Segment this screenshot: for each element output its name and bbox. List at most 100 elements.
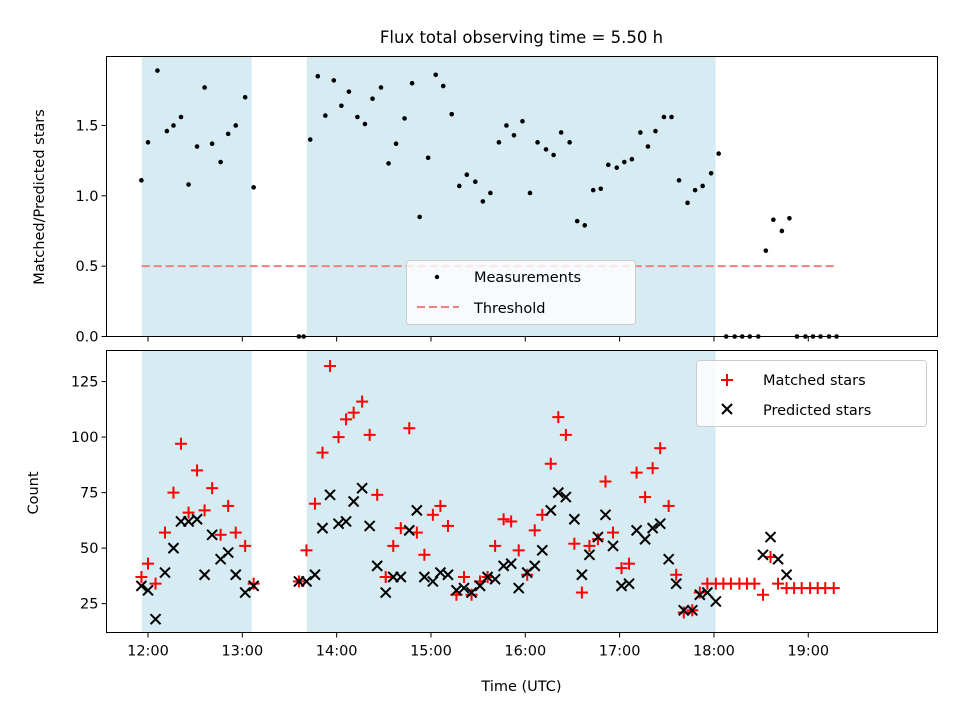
predicted-marker-b (142, 584, 154, 597)
measurement-point (700, 183, 705, 189)
top-y-axis-label: Matched/Predicted stars (32, 109, 48, 285)
bottom-x-tick-label: 15:00 (410, 644, 452, 660)
bottom-y-axis-label: Count (26, 471, 42, 514)
measurement-point (402, 116, 407, 121)
measurement-point (209, 141, 215, 147)
predicted-star-point (198, 569, 211, 581)
measurement-point (638, 130, 643, 135)
measurement-point (551, 152, 556, 158)
legend-measurements-label: Measurements (474, 270, 581, 286)
matched-star-point (363, 428, 376, 441)
matched-star-point (772, 577, 785, 590)
measurement-point (362, 121, 368, 127)
predicted-marker-b (639, 533, 651, 545)
matched-star-point (441, 519, 454, 532)
predicted-star-point (206, 529, 218, 541)
top-panel: 0.0 0.5 1.0 1.5 Matched/Predicted stars Mea… (32, 56, 938, 346)
matched-star-point (528, 524, 541, 537)
measurement-point (339, 103, 344, 109)
measurement-point (574, 218, 580, 224)
measurement-point (202, 85, 207, 90)
bottom-x-tick-label: 17:00 (599, 644, 641, 660)
matched-star-point (646, 462, 659, 475)
legend-threshold-label: Threshold (473, 301, 545, 317)
measurement-points (139, 68, 839, 339)
matched-star-point (512, 544, 525, 557)
matched-star-point (505, 515, 518, 528)
matched-star-point (300, 544, 313, 557)
predicted-star-point (222, 546, 234, 559)
predicted-star-point (465, 586, 478, 599)
predicted-star-point (458, 582, 470, 594)
matched-star-point (308, 497, 321, 510)
predicted-marker-b (545, 504, 557, 517)
bottom-y-tick-label: 50 (80, 541, 98, 557)
x-axis-label: Time (UTC) (480, 679, 561, 695)
predicted-star-point (347, 495, 360, 508)
measurement-point (456, 183, 462, 189)
predicted-marker-b (230, 569, 242, 581)
predicted-star-point (379, 586, 392, 599)
measurement-point (582, 223, 588, 228)
predicted-marker-b (403, 524, 415, 537)
predicted-star-point (529, 560, 541, 572)
matched-star-point (693, 586, 706, 599)
predicted-star-point (340, 515, 352, 528)
predicted-star-point (560, 491, 572, 503)
predicted-star-point (646, 522, 659, 534)
bottom-x-ticks: 12:00 13:00 14:00 15:00 16:00 17:00 18:00 19:00 (127, 632, 829, 660)
predicted-star-point (239, 586, 251, 599)
top-y-ticks: 0.0 0.5 1.0 1.5 (75, 118, 107, 346)
measurement-point (661, 114, 667, 120)
measurement-point (708, 170, 714, 176)
measurement-point (598, 186, 604, 192)
measurement-point (669, 114, 674, 120)
predicted-star-point (371, 560, 383, 572)
matched-star-point (630, 466, 643, 479)
matched-star-point (394, 522, 407, 535)
top-observing-windows (141, 56, 716, 337)
measurement-point (307, 137, 313, 142)
predicted-marker-b (529, 560, 541, 572)
legend-plus-marker (721, 374, 733, 386)
measurement-point (629, 156, 635, 162)
top-y-tick-label: 1.5 (75, 118, 98, 134)
measurement-point (425, 155, 431, 161)
predicted-marker-b (686, 604, 698, 617)
predicted-marker-b (489, 573, 501, 585)
measurement-point (233, 123, 239, 128)
bottom-y-tick-label: 25 (80, 597, 98, 613)
measurement-point (606, 162, 611, 168)
predicted-marker-b (159, 566, 171, 579)
measurement-point (323, 113, 328, 118)
predicted-star-point (411, 504, 423, 517)
predicted-star-point (678, 604, 690, 617)
measurement-point (535, 140, 540, 145)
predicted-marker-b (497, 560, 510, 572)
matched-star-point (206, 482, 219, 495)
predicted-marker-b (701, 586, 714, 599)
matched-star-point (599, 475, 612, 488)
predicted-marker-b (780, 569, 793, 581)
measurement-point (139, 178, 144, 183)
predicted-star-point (316, 522, 329, 534)
matched-star-point (756, 588, 769, 601)
measurement-point (622, 159, 627, 165)
matched-star-point (142, 557, 155, 570)
matched-star-point (639, 491, 652, 504)
measurement-point (464, 172, 470, 177)
predicted-marker-b (191, 513, 203, 525)
predicted-marker-b (239, 586, 251, 599)
predicted-star-point (489, 573, 501, 585)
predicted-marker-b (607, 540, 619, 552)
predicted-marker-b (450, 584, 463, 597)
matched-star-point (559, 428, 572, 441)
measurement-point (473, 179, 478, 185)
predicted-marker-b (206, 529, 218, 541)
predicted-star-point (607, 540, 619, 552)
matched-star-point (316, 446, 329, 459)
predicted-marker-b (552, 486, 565, 499)
predicted-marker-b (560, 491, 572, 503)
bottom-y-tick-label: 125 (71, 375, 99, 391)
